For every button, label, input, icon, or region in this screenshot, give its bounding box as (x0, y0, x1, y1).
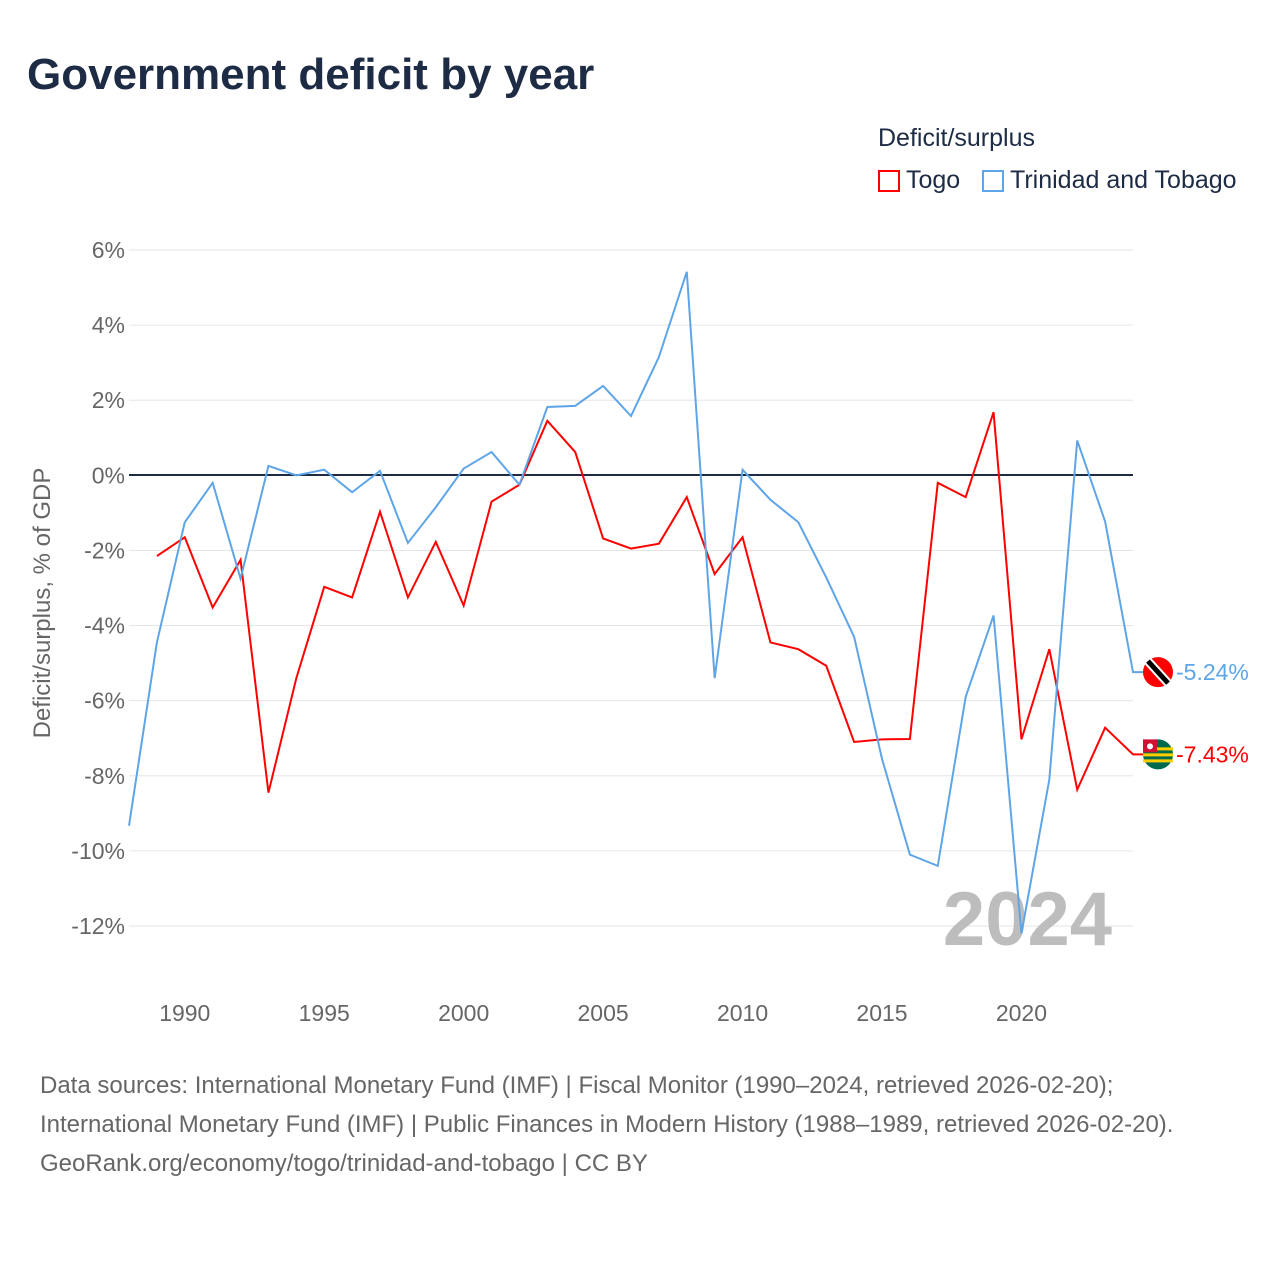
legend-swatch-trinidad (982, 169, 1004, 192)
y-tick-label: -6% (84, 688, 125, 714)
x-tick-label: 2000 (438, 1000, 489, 1026)
x-tick-label: 2010 (717, 1000, 768, 1026)
x-tick-label: 2015 (856, 1000, 907, 1026)
y-tick-label: 4% (92, 312, 125, 338)
data-sources-text: Data sources: International Monetary Fun… (40, 1072, 1174, 1138)
end-value-label: -5.24% (1176, 659, 1249, 685)
y-tick-label: -10% (71, 838, 125, 864)
legend-label-trinidad: Trinidad and Tobago (1010, 166, 1237, 194)
x-tick-label: 2005 (578, 1000, 629, 1026)
y-axis-label: Deficit/surplus, % of GDP (29, 468, 56, 739)
source-link[interactable]: GeoRank.org/economy/togo/trinidad-and-to… (40, 1150, 648, 1177)
x-axis-ticks: 1990 1995 2000 2005 2010 2015 2020 (159, 1000, 1047, 1026)
y-axis-ticks: 6% 4% 2% 0% -2% -4% -6% -8% -10% -12% (71, 237, 125, 939)
legend-label-togo: Togo (906, 166, 961, 194)
y-tick-label: 6% (92, 237, 125, 263)
legend-item-togo[interactable]: Togo (878, 166, 960, 195)
y-tick-label: -4% (84, 613, 125, 639)
series-line-trinidad[interactable] (128, 271, 1158, 934)
togo-flag-icon (1143, 739, 1173, 770)
series-line-togo[interactable] (156, 411, 1158, 793)
gridlines (129, 249, 1133, 927)
y-tick-label: -12% (71, 913, 125, 939)
chart-title: Government deficit by year (27, 50, 595, 99)
legend-title: Deficit/surplus (878, 124, 1035, 152)
end-value-label: -7.43% (1176, 741, 1249, 767)
x-tick-label: 1995 (299, 1000, 350, 1026)
trinidad-flag-icon (1143, 657, 1173, 688)
y-tick-label: -8% (84, 763, 125, 789)
y-tick-label: 2% (92, 387, 125, 413)
year-watermark: 2024 (943, 877, 1112, 962)
y-tick-label: 0% (92, 462, 125, 488)
x-tick-label: 2020 (996, 1000, 1047, 1026)
x-tick-label: 1990 (159, 1000, 210, 1026)
legend-swatch-togo (878, 169, 900, 192)
series-lines: -7.43% -5.24% (128, 271, 1249, 934)
sources-note: Data sources: International Monetary Fun… (40, 1066, 1240, 1183)
y-tick-label: -2% (84, 537, 125, 563)
legend-item-trinidad[interactable]: Trinidad and Tobago (982, 166, 1237, 195)
